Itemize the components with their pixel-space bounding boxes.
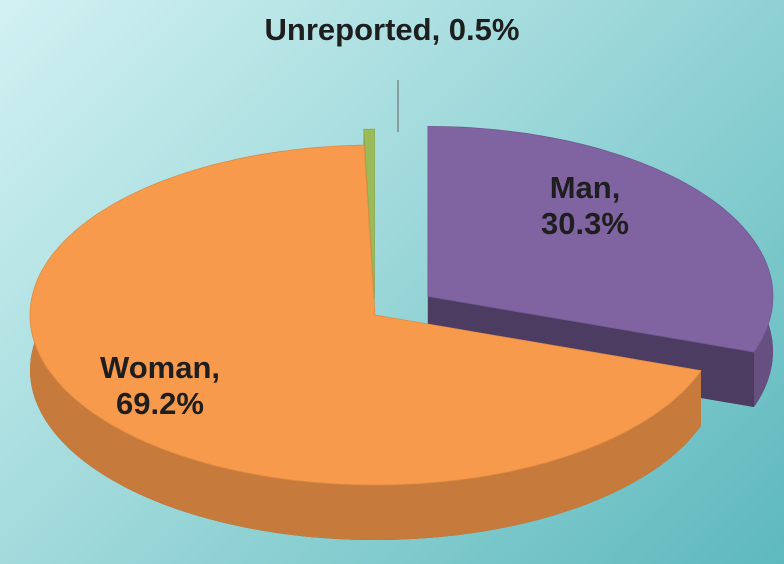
slice (29, 144, 702, 486)
data-label: Man, 30.3% (541, 170, 629, 241)
data-label: Woman, 69.2% (100, 350, 220, 421)
data-label: Unreported, 0.5% (264, 12, 520, 47)
slice (427, 125, 774, 353)
slice (363, 128, 375, 300)
